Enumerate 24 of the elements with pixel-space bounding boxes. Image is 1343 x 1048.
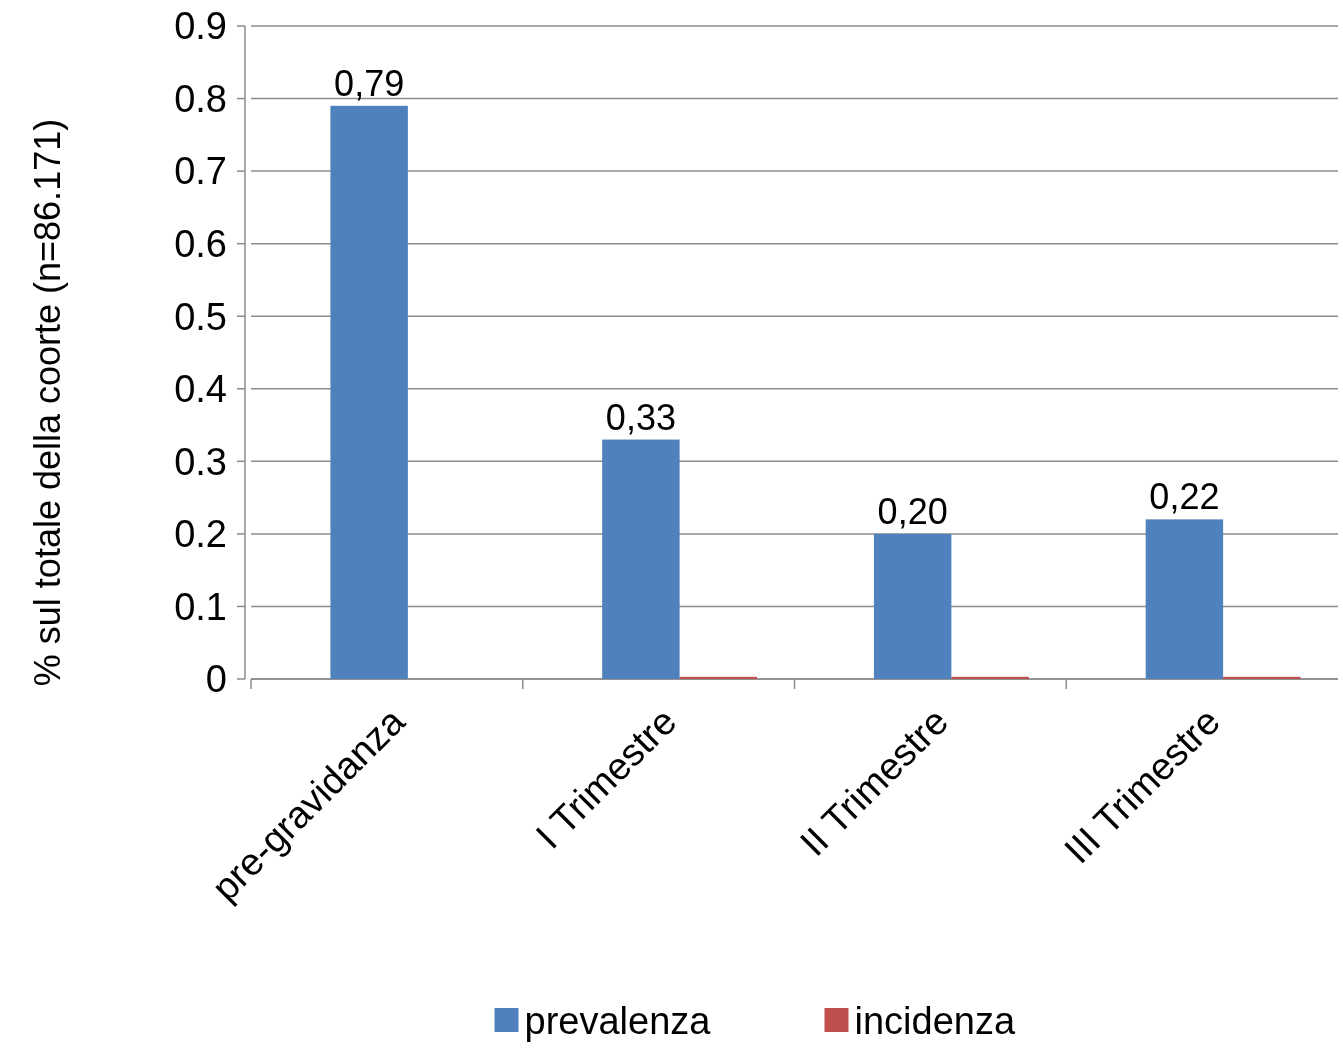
data-label: 0,79 bbox=[334, 62, 405, 104]
data-label: 0,20 bbox=[877, 490, 948, 532]
legend-label: prevalenza bbox=[524, 1000, 712, 1043]
y-tick-label: 0.3 bbox=[174, 440, 227, 483]
y-tick-label: 0.9 bbox=[174, 5, 227, 48]
y-tick-label: 0.4 bbox=[174, 368, 227, 411]
data-label: 0,22 bbox=[1149, 476, 1220, 518]
y-axis-title: % sul totale della coorte (n=86.171) bbox=[27, 118, 68, 687]
bar bbox=[330, 105, 408, 679]
y-tick-label: 0.2 bbox=[174, 513, 227, 556]
y-tick-label: 0.8 bbox=[174, 77, 227, 120]
y-tick-label: 0 bbox=[205, 658, 227, 701]
data-label: 0,33 bbox=[605, 396, 676, 438]
bar bbox=[873, 533, 952, 679]
bar bbox=[1145, 519, 1224, 679]
y-tick-label: 0.5 bbox=[174, 295, 227, 338]
bar bbox=[679, 676, 758, 679]
y-tick-label: 0.7 bbox=[174, 150, 227, 193]
y-tick-label: 0.1 bbox=[174, 585, 227, 628]
bar bbox=[1223, 676, 1301, 679]
y-tick-label: 0.6 bbox=[174, 222, 227, 265]
legend-label: incidenza bbox=[854, 1000, 1016, 1043]
bar bbox=[951, 676, 1029, 679]
bar bbox=[602, 439, 680, 679]
